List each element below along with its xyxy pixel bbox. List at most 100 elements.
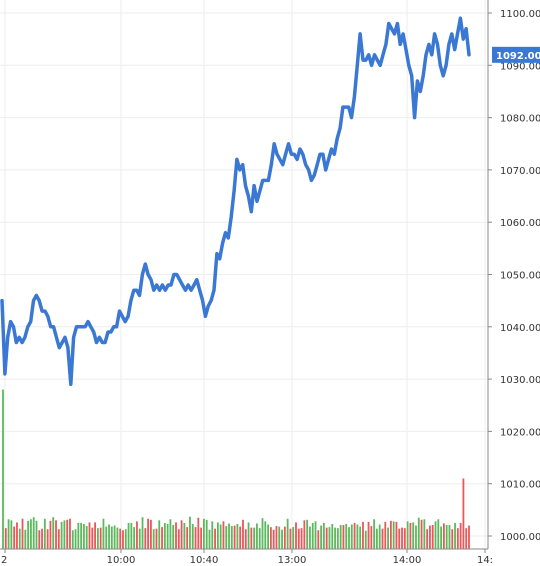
volume-bar — [105, 526, 108, 549]
y-tick-label: 1020.00 — [500, 427, 540, 438]
volume-bar — [350, 524, 353, 549]
volume-bar — [275, 526, 278, 549]
volume-bar — [322, 522, 325, 549]
volume-bar — [144, 528, 147, 549]
volume-bar — [442, 523, 445, 549]
volume-bar — [395, 521, 398, 549]
volume-bar — [334, 527, 336, 549]
volume-bar — [189, 516, 191, 549]
volume-bar — [303, 520, 306, 549]
volume-bar — [152, 529, 155, 549]
volume-bar — [205, 519, 208, 549]
volume-bar — [339, 525, 342, 549]
volume-bar — [451, 529, 454, 549]
volume-bar — [130, 522, 133, 549]
volume-bar — [49, 520, 52, 549]
volume-bar — [283, 526, 286, 549]
volume-bar — [203, 518, 205, 549]
y-tick-label: 1000.00 — [500, 532, 540, 543]
volume-bar — [177, 529, 180, 549]
volume-bar — [83, 523, 85, 549]
volume-bar — [331, 523, 334, 549]
volume-bar — [94, 522, 96, 549]
volume-bar — [456, 528, 459, 549]
volume-bar — [110, 526, 113, 549]
volume-bar — [13, 526, 16, 549]
volume-bar — [253, 527, 256, 549]
volume-bar — [21, 518, 24, 549]
volume-bar — [468, 525, 470, 549]
volume-bar — [222, 521, 225, 549]
volume-bar — [69, 518, 71, 549]
volume-bar — [32, 517, 35, 549]
volume-bar — [381, 528, 384, 549]
volume-bar — [10, 520, 13, 549]
volume-bar — [401, 527, 403, 549]
last-price-value: 1092.00 — [496, 51, 540, 62]
volume-bar — [57, 529, 60, 549]
x-tick-label: 2 — [1, 555, 7, 566]
volume-bar — [155, 528, 158, 549]
price-series-line — [0, 16, 471, 387]
volume-bar — [172, 525, 175, 549]
volume-bar — [194, 527, 197, 549]
volume-bar — [149, 519, 152, 549]
volume-bar — [124, 529, 127, 549]
volume-bar — [300, 528, 303, 549]
volume-bar — [138, 528, 141, 549]
volume-bar — [295, 522, 297, 549]
volume-bar — [46, 529, 49, 549]
volume-bar — [239, 526, 242, 549]
volume-bar — [219, 524, 222, 549]
volume-bar — [317, 530, 320, 549]
volume-bar — [445, 525, 448, 549]
volume-bar — [440, 526, 442, 549]
volume-bar — [43, 518, 46, 549]
volume-bar — [278, 526, 281, 549]
volume-bar — [367, 521, 370, 549]
volume-bar — [35, 520, 38, 549]
price-line — [0, 16, 471, 387]
volume-bar — [286, 518, 289, 549]
volume-bar — [119, 528, 122, 549]
x-axis-ticks: 2 10:00 10:40 13:00 14:00 14: — [1, 549, 493, 566]
volume-bar — [233, 525, 236, 549]
volume-bar — [272, 529, 275, 549]
volume-bar — [459, 522, 462, 549]
volume-bar — [250, 527, 253, 549]
volume-bar — [420, 519, 423, 549]
volume-bar — [228, 523, 230, 549]
volume-bar — [127, 522, 130, 549]
volume-bar — [77, 522, 80, 549]
volume-bar — [41, 528, 43, 549]
volume-bar — [336, 528, 339, 549]
volume-bar — [359, 526, 362, 549]
volume-bar — [99, 527, 102, 549]
volume-bar — [166, 523, 169, 549]
volume-bar — [289, 528, 292, 549]
volume-bar — [356, 524, 359, 549]
volume-bar — [236, 523, 239, 549]
volume-bar — [281, 529, 283, 549]
volume-bar — [387, 527, 389, 549]
volume-bar — [113, 525, 116, 549]
volume-bar — [348, 527, 350, 549]
volume-bar — [108, 524, 110, 549]
volume-bar — [376, 528, 378, 549]
volume-bar — [102, 518, 105, 549]
volume-bar — [7, 519, 10, 549]
volume-bar — [147, 518, 150, 549]
volume-bar — [242, 519, 244, 549]
x-tick-label: 14:00 — [393, 555, 422, 566]
x-tick-label: 10:00 — [107, 555, 136, 566]
volume-bar — [264, 521, 267, 549]
volume-bar — [462, 478, 465, 549]
x-tick-label: 10:40 — [190, 555, 219, 566]
volume-bar — [55, 520, 57, 549]
volume-bar — [16, 522, 18, 549]
volume-bar — [183, 522, 186, 549]
volume-bar — [85, 526, 88, 549]
volume-bar — [297, 528, 300, 549]
volume-bar — [18, 528, 21, 549]
volume-bar — [261, 518, 264, 549]
